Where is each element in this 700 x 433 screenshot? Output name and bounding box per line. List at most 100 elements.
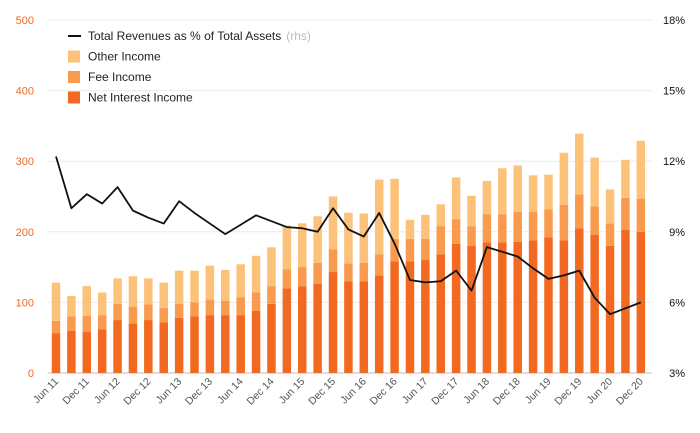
x-tick-label: Dec 12 — [121, 376, 153, 408]
right-tick-label: 15% — [663, 86, 685, 98]
bar-fee-income — [190, 302, 199, 317]
bar-fee-income — [559, 204, 569, 241]
bar-stack — [359, 213, 369, 373]
bar-stack — [467, 195, 476, 373]
bar-stack — [605, 189, 615, 373]
bar-stack — [97, 292, 107, 373]
bar-other-income — [467, 195, 476, 227]
bar-other-income — [82, 286, 92, 316]
bar-fee-income — [482, 214, 492, 243]
bar-net-interest-income — [82, 332, 92, 373]
bar-other-income — [451, 177, 461, 220]
bar-other-income — [236, 264, 245, 298]
bar-net-interest-income — [221, 315, 230, 373]
bar-fee-income — [251, 292, 261, 311]
bar-stack — [297, 223, 307, 373]
bar-net-interest-income — [359, 281, 369, 373]
bar-other-income — [405, 219, 415, 239]
bar-fee-income — [282, 269, 292, 289]
legend-label: Net Interest Income — [88, 91, 193, 105]
bar-other-income — [174, 270, 184, 304]
bar-stack — [221, 269, 230, 373]
bar-stack — [344, 212, 353, 373]
bar-net-interest-income — [159, 322, 168, 373]
bar-other-income — [144, 278, 153, 305]
bar-other-income — [590, 157, 599, 207]
bar-stack — [559, 152, 569, 373]
bar-stack — [128, 276, 138, 373]
legend-label: Fee Income — [88, 70, 152, 84]
x-tick-label: Dec 17 — [429, 376, 461, 408]
bar-stack — [174, 270, 184, 373]
bar-fee-income — [436, 226, 445, 255]
bar-other-income — [621, 159, 630, 198]
bar-stack — [451, 177, 461, 373]
bar-stacks — [51, 133, 646, 373]
bar-fee-income — [374, 254, 384, 276]
bar-stack — [498, 168, 507, 373]
bar-other-income — [251, 255, 261, 293]
bar-fee-income — [82, 315, 92, 333]
bar-net-interest-income — [513, 241, 522, 373]
bar-other-income — [344, 212, 353, 264]
bar-fee-income — [113, 303, 122, 321]
bar-net-interest-income — [621, 229, 630, 373]
bar-other-income — [374, 179, 384, 255]
bar-net-interest-income — [144, 320, 153, 373]
bar-other-income — [128, 276, 138, 307]
bar-fee-income — [174, 303, 184, 318]
bar-other-income — [297, 223, 307, 268]
bar-net-interest-income — [467, 245, 476, 373]
right-tick-label: 12% — [663, 156, 685, 168]
bar-fee-income — [221, 300, 230, 316]
x-tick-label: Dec 13 — [183, 376, 215, 408]
legend-color-swatch — [68, 71, 80, 83]
bar-fee-income — [236, 297, 245, 316]
bar-fee-income — [159, 308, 168, 323]
bar-fee-income — [575, 194, 584, 229]
bar-other-income — [605, 189, 615, 224]
bar-fee-income — [405, 238, 415, 262]
bar-fee-income — [544, 209, 553, 238]
bar-fee-income — [636, 198, 646, 232]
legend-item: Other Income — [68, 50, 161, 64]
left-tick-label: 0 — [28, 368, 34, 380]
bar-net-interest-income — [590, 234, 599, 373]
bar-net-interest-income — [67, 330, 76, 373]
x-tick-label: Dec 15 — [306, 376, 338, 408]
bar-stack — [251, 255, 261, 373]
bar-stack — [482, 180, 492, 373]
bar-net-interest-income — [421, 260, 430, 373]
right-tick-label: 18% — [663, 15, 685, 27]
bar-other-income — [559, 152, 569, 205]
bar-other-income — [113, 278, 122, 304]
x-tick-label: Dec 19 — [552, 376, 584, 408]
bar-stack — [267, 247, 276, 373]
bar-other-income — [328, 196, 338, 250]
bar-fee-income — [67, 316, 76, 331]
bar-fee-income — [205, 299, 215, 316]
bar-other-income — [421, 214, 430, 239]
bar-stack — [390, 178, 399, 373]
bar-fee-income — [313, 262, 322, 285]
bar-net-interest-income — [97, 329, 107, 373]
bar-net-interest-income — [451, 243, 461, 373]
bar-other-income — [51, 282, 61, 321]
bar-fee-income — [267, 286, 276, 304]
x-tick-label: Dec 20 — [614, 376, 646, 408]
left-tick-label: 300 — [16, 156, 34, 168]
bar-other-income — [498, 168, 507, 215]
bar-net-interest-income — [282, 288, 292, 373]
bar-stack — [590, 157, 599, 373]
bar-net-interest-income — [251, 310, 261, 373]
bar-stack — [405, 219, 415, 373]
bar-net-interest-income — [559, 240, 569, 373]
left-tick-label: 400 — [16, 86, 34, 98]
bar-net-interest-income — [498, 242, 507, 373]
x-tick-label: Jun 16 — [338, 376, 369, 407]
bar-stack — [528, 175, 538, 373]
x-tick-label: Dec 14 — [245, 376, 277, 408]
bar-stack — [113, 278, 122, 373]
